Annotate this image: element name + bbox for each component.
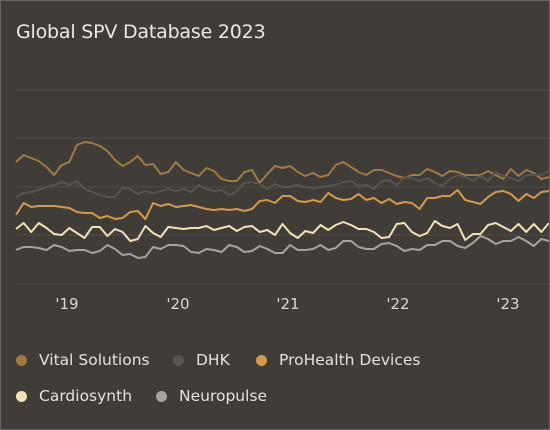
legend-swatch bbox=[156, 390, 167, 402]
legend-label: Cardiosynth bbox=[39, 387, 133, 405]
chart-title: Global SPV Database 2023 bbox=[16, 21, 266, 43]
series-line-cardiosynth[interactable] bbox=[15, 220, 549, 242]
series-line-prohealth-devices[interactable] bbox=[15, 189, 549, 220]
legend-label: Vital Solutions bbox=[39, 351, 150, 369]
x-tick-label: '22 bbox=[386, 295, 409, 313]
series-line-neuropulse[interactable] bbox=[15, 235, 549, 259]
x-tick-label: '21 bbox=[276, 295, 299, 313]
legend-swatch bbox=[16, 354, 27, 366]
legend-item-vital-solutions[interactable]: Vital Solutions bbox=[16, 351, 150, 369]
legend-swatch bbox=[173, 354, 184, 366]
x-tick-label: '23 bbox=[496, 295, 519, 313]
legend-item-dhk[interactable]: DHK bbox=[173, 351, 230, 369]
x-tick-label: '19 bbox=[55, 295, 78, 313]
x-tick-label: '20 bbox=[166, 295, 189, 313]
series-line-dhk[interactable] bbox=[15, 170, 549, 198]
legend-item-cardiosynth[interactable]: Cardiosynth bbox=[16, 387, 132, 405]
legend-label: DHK bbox=[196, 351, 230, 369]
legend-label: Neuropulse bbox=[179, 387, 268, 405]
series-line-vital-solutions[interactable] bbox=[15, 141, 549, 184]
line-chart: '19 '20 '21 '22 '23 bbox=[15, 89, 549, 313]
legend-swatch bbox=[16, 390, 27, 402]
legend-item-prohealth-devices[interactable]: ProHealth Devices bbox=[256, 351, 421, 369]
legend-swatch bbox=[256, 354, 267, 366]
legend-item-neuropulse[interactable]: Neuropulse bbox=[156, 387, 267, 405]
legend-label: ProHealth Devices bbox=[279, 351, 421, 369]
